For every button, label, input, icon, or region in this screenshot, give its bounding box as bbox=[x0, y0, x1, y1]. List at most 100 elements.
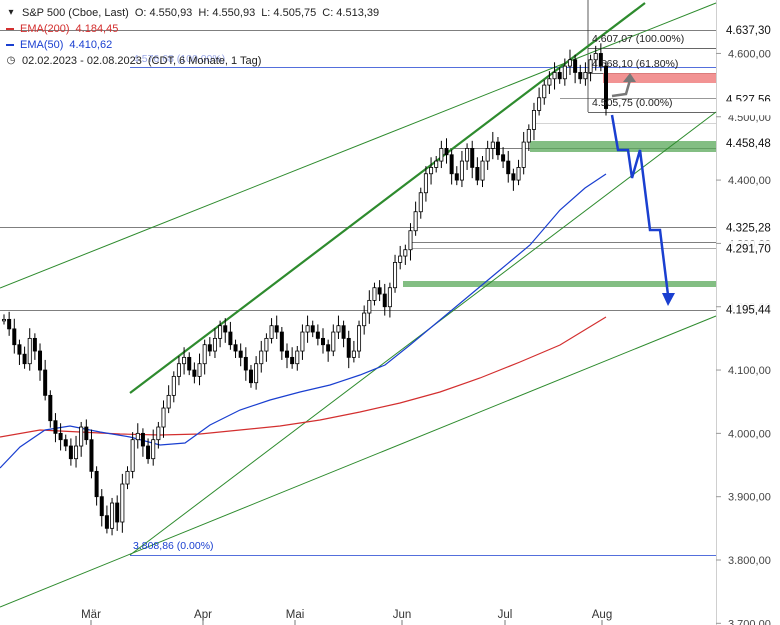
legend-low: L: 4.505,75 bbox=[261, 7, 317, 19]
legend-close: C: 4.513,39 bbox=[322, 7, 380, 19]
legend-high: H: 4.550,93 bbox=[198, 7, 256, 19]
x-tick-label: Apr bbox=[194, 609, 212, 621]
candle-body bbox=[161, 407, 166, 428]
candle-body bbox=[254, 363, 259, 384]
candle-body bbox=[434, 160, 439, 168]
candle-body bbox=[284, 350, 289, 358]
price-axis: 3.700,00 3.800,00 3.900,00 4.000,00 4.100,00… bbox=[716, 21, 780, 625]
candle-body bbox=[228, 331, 233, 346]
candle-body bbox=[459, 160, 464, 181]
candle-body bbox=[362, 312, 367, 327]
candle-body bbox=[516, 167, 521, 181]
candle-body bbox=[176, 363, 181, 377]
y-tick-label: 4.100,00 bbox=[728, 365, 771, 377]
candle-body bbox=[274, 325, 279, 333]
candle-body bbox=[346, 337, 351, 358]
x-tick-label: Jun bbox=[393, 609, 412, 621]
y-tick-label: 4.000,00 bbox=[728, 428, 771, 440]
candle-body bbox=[573, 59, 578, 73]
candle-body bbox=[413, 211, 418, 232]
candle-body bbox=[562, 65, 567, 80]
candle-body bbox=[74, 445, 79, 460]
candle-body bbox=[495, 141, 500, 156]
candle-body bbox=[264, 337, 269, 352]
candle-body bbox=[321, 337, 326, 346]
candle-body bbox=[521, 141, 526, 168]
candle-body bbox=[146, 445, 151, 460]
candle-body bbox=[233, 344, 238, 352]
legend-ema50-row[interactable]: EMA(50) 4.410,62 bbox=[6, 37, 385, 53]
candle-body bbox=[604, 65, 609, 109]
candle-body bbox=[377, 287, 382, 295]
candle-body bbox=[341, 325, 346, 339]
candle-body bbox=[465, 148, 470, 162]
candle-body bbox=[552, 72, 557, 80]
chevron-down-icon[interactable]: ▾ bbox=[8, 7, 14, 18]
price-label-bg bbox=[722, 240, 780, 257]
lower-channel-line bbox=[0, 315, 717, 608]
candle-body bbox=[408, 230, 413, 251]
candle-body bbox=[557, 72, 562, 80]
candle-body bbox=[63, 439, 68, 447]
fib-label: 4.607,07 (100.00%) bbox=[592, 33, 684, 45]
legend-ema200-value: 4.184,45 bbox=[75, 23, 119, 35]
candle-body bbox=[315, 331, 320, 339]
candle-body bbox=[79, 426, 84, 447]
y-tick-label: 3.800,00 bbox=[728, 555, 771, 567]
y-tick-label: 4.400,00 bbox=[728, 175, 771, 187]
candle-body bbox=[259, 350, 264, 365]
legend-ema50-label: EMA(50) bbox=[20, 39, 64, 51]
candle-body bbox=[22, 353, 27, 365]
candle-body bbox=[382, 293, 387, 308]
candle-body bbox=[140, 432, 145, 447]
legend-symbol-row: ▾ S&P 500 (Cboe, Last) O: 4.550,93 H: 4.… bbox=[6, 5, 385, 21]
candle-body bbox=[526, 129, 531, 143]
candle-body bbox=[295, 350, 300, 365]
candle-body bbox=[490, 141, 495, 149]
candle-body bbox=[218, 325, 223, 339]
x-tick-label: Aug bbox=[592, 609, 612, 621]
candle-body bbox=[279, 331, 284, 352]
candle-body bbox=[125, 470, 130, 485]
candle-body bbox=[99, 496, 104, 517]
price-label-bg bbox=[722, 21, 780, 38]
candle-body bbox=[501, 154, 506, 162]
legend-range-row: ◷ 02.02.2023 - 02.08.2023 (CDT, 6 Monate… bbox=[6, 53, 385, 69]
legend-symbol-title[interactable]: S&P 500 (Cboe, Last) bbox=[22, 7, 129, 19]
projection-path bbox=[610, 114, 670, 296]
fib-label: 4.568,10 (61.80%) bbox=[592, 58, 678, 70]
price-label: 4.458,48 bbox=[726, 138, 771, 150]
bounce-path bbox=[611, 79, 632, 98]
ema50-swatch-icon bbox=[6, 44, 14, 46]
candle-body bbox=[248, 369, 253, 384]
candle-body bbox=[223, 325, 228, 333]
candle-body bbox=[202, 344, 207, 365]
candle-body bbox=[372, 287, 377, 301]
legend-ema200-row[interactable]: EMA(200) 4.184,45 bbox=[6, 21, 385, 37]
candle-body bbox=[192, 369, 197, 377]
support-resistance-zones bbox=[403, 73, 716, 287]
price-label: 4.291,70 bbox=[726, 244, 771, 256]
candle-body bbox=[403, 249, 408, 257]
candle-body bbox=[357, 325, 362, 352]
x-tick-label: Jul bbox=[498, 609, 513, 621]
y-tick-label: 4.600,00 bbox=[728, 48, 771, 60]
candle-body bbox=[387, 287, 392, 308]
candle-body bbox=[156, 426, 161, 441]
price-label: 4.195,44 bbox=[726, 305, 771, 317]
support-zone-lower-green bbox=[403, 281, 716, 287]
candles bbox=[2, 43, 609, 536]
candle-body bbox=[38, 350, 43, 371]
candle-body bbox=[171, 375, 176, 396]
price-label-bg bbox=[722, 301, 780, 318]
candle-body bbox=[130, 439, 135, 472]
candle-body bbox=[423, 173, 428, 194]
upper-channel-thin bbox=[0, 2, 717, 289]
legend-date-range: 02.02.2023 - 02.08.2023 bbox=[22, 55, 142, 67]
legend-params: (CDT, 6 Monate, 1 Tag) bbox=[147, 55, 262, 67]
candle-body bbox=[84, 426, 89, 441]
candle-body bbox=[43, 369, 48, 396]
clock-icon: ◷ bbox=[6, 55, 16, 66]
candle-body bbox=[547, 78, 552, 86]
